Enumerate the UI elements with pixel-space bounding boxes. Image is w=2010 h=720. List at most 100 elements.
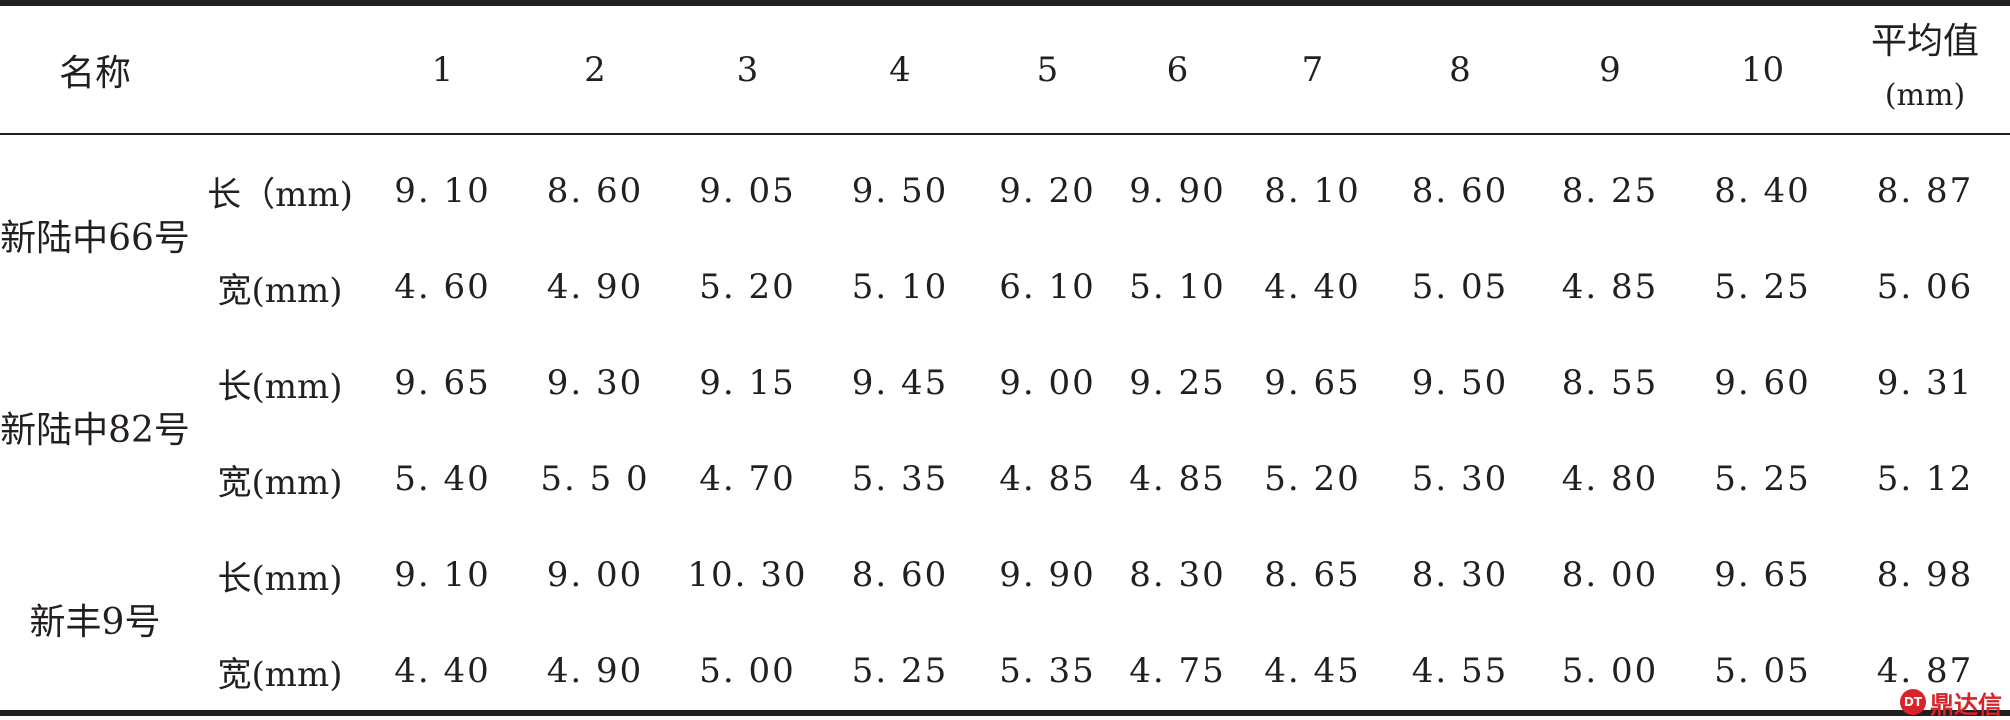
value-cell: 8. 55 [1561, 363, 1659, 403]
header-column-7: 7 [1301, 49, 1324, 90]
value-cell: 8. 40 [1714, 171, 1811, 211]
value-cell: 10. 30 [687, 555, 808, 595]
value-cell: 8. 60 [851, 555, 949, 595]
header-column-10: 10 [1740, 49, 1785, 90]
value-cell: 5. 00 [699, 651, 796, 691]
value-cell: 9. 10 [394, 171, 491, 211]
header-average-label: 平均值 [1870, 21, 1979, 62]
header-name-cell: 名称 [58, 52, 131, 94]
header-average-unit: (mm) [1884, 78, 1966, 113]
dimension-label: 宽(mm) [217, 462, 343, 503]
value-cell: 4. 90 [546, 651, 644, 691]
value-cell: 9. 65 [1264, 363, 1361, 403]
value-cell: 5. 20 [699, 267, 796, 307]
value-cell: 9. 10 [394, 555, 491, 595]
value-cell: 4. 55 [1411, 651, 1509, 691]
value-cell: 4. 80 [1561, 459, 1659, 499]
watermark-logo-icon: DT [1900, 689, 1926, 715]
average-cell: 5. 06 [1876, 267, 1974, 307]
value-cell: 9. 25 [1129, 363, 1226, 403]
value-cell: 6. 10 [999, 267, 1096, 307]
value-cell: 9. 00 [999, 363, 1096, 403]
average-cell: 8. 98 [1876, 555, 1974, 595]
value-cell: 9. 20 [999, 171, 1096, 211]
value-cell: 5. 25 [851, 651, 949, 691]
value-cell: 5. 40 [394, 459, 491, 499]
value-cell: 5. 05 [1714, 651, 1811, 691]
value-cell: 4. 45 [1264, 651, 1361, 691]
header-dimension-cell [190, 6, 370, 133]
value-cell: 9. 50 [1411, 363, 1509, 403]
value-cell: 4. 85 [1129, 459, 1226, 499]
value-cell: 8. 00 [1561, 555, 1659, 595]
value-cell: 5. 05 [1411, 267, 1509, 307]
table-row: 宽(mm) 5. 40 5. 5 0 4. 70 5. 35 4. 85 4. … [0, 431, 2010, 527]
average-cell: 9. 31 [1876, 363, 1974, 403]
header-column-8: 8 [1449, 49, 1471, 90]
value-cell: 4. 90 [546, 267, 644, 307]
value-cell: 9. 90 [999, 555, 1096, 595]
header-rule [0, 133, 2010, 135]
value-cell: 8. 65 [1264, 555, 1361, 595]
dimension-label: 长（mm) [207, 174, 353, 215]
value-cell: 4. 60 [394, 267, 491, 307]
value-cell: 4. 75 [1129, 651, 1226, 691]
average-cell: 8. 87 [1876, 171, 1974, 211]
table-row: 新丰9号 长(mm) 9. 10 9. 00 10. 30 8. 60 9. 9… [0, 527, 2010, 643]
value-cell: 5. 35 [851, 459, 949, 499]
value-cell: 4. 85 [1561, 267, 1659, 307]
table-row: 宽(mm) 4. 60 4. 90 5. 20 5. 10 6. 10 5. 1… [0, 239, 2010, 335]
average-cell: 4. 87 [1876, 651, 1974, 691]
value-cell: 8. 60 [546, 171, 644, 211]
value-cell: 5. 25 [1714, 267, 1811, 307]
value-cell: 4. 85 [999, 459, 1096, 499]
dimension-label: 长(mm) [217, 366, 343, 407]
value-cell: 8. 30 [1411, 555, 1509, 595]
variety-name-cell: 新陆中66号 [0, 218, 190, 259]
value-cell: 8. 25 [1561, 171, 1659, 211]
header-column-6: 6 [1166, 49, 1189, 90]
table-row: 新陆中66号 长（mm) 9. 10 8. 60 9. 05 9. 50 9. … [0, 135, 2010, 259]
header-column-1: 1 [431, 49, 454, 90]
value-cell: 9. 00 [546, 555, 644, 595]
value-cell: 8. 60 [1411, 171, 1509, 211]
header-column-4: 4 [889, 49, 911, 90]
header-column-3: 3 [736, 49, 759, 90]
value-cell: 5. 35 [999, 651, 1096, 691]
value-cell: 4. 40 [394, 651, 491, 691]
header-average-cell: 平均值 (mm) [1840, 6, 2010, 133]
value-cell: 9. 15 [699, 363, 796, 403]
value-cell: 9. 05 [699, 171, 796, 211]
value-cell: 9. 90 [1129, 171, 1226, 211]
value-cell: 9. 65 [1714, 555, 1811, 595]
table-row: 新陆中82号 长(mm) 9. 65 9. 30 9. 15 9. 45 9. … [0, 335, 2010, 451]
watermark-text: 鼎达信 [1930, 690, 2002, 719]
value-cell: 8. 30 [1129, 555, 1226, 595]
variety-name-cell: 新陆中82号 [0, 410, 190, 451]
value-cell: 9. 65 [394, 363, 491, 403]
table-row: 宽(mm) 4. 40 4. 90 5. 00 5. 25 5. 35 4. 7… [0, 623, 2010, 719]
dimension-label: 宽(mm) [217, 654, 343, 695]
seed-dimension-table: 名称 1 2 3 4 5 6 7 8 9 10 平均值 (mm) 新陆中66号 … [0, 6, 2010, 719]
value-cell: 4. 40 [1264, 267, 1361, 307]
value-cell: 5. 20 [1264, 459, 1361, 499]
dimension-label: 长(mm) [217, 558, 343, 599]
value-cell: 4. 70 [699, 459, 796, 499]
average-cell: 5. 12 [1876, 459, 1974, 499]
bottom-rule [0, 710, 2010, 716]
variety-name-cell: 新丰9号 [29, 602, 161, 643]
value-cell: 5. 10 [851, 267, 949, 307]
watermark-logo: DT 鼎达信 [1900, 684, 2002, 720]
top-rule [0, 0, 2010, 6]
header-column-5: 5 [1036, 49, 1059, 90]
value-cell: 5. 00 [1561, 651, 1659, 691]
value-cell: 5. 10 [1129, 267, 1226, 307]
value-cell: 9. 60 [1714, 363, 1811, 403]
value-cell: 8. 10 [1264, 171, 1361, 211]
header-column-2: 2 [584, 49, 606, 90]
value-cell: 5. 25 [1714, 459, 1811, 499]
dimension-label: 宽(mm) [217, 270, 343, 311]
header-column-9: 9 [1599, 49, 1621, 90]
header-row: 名称 1 2 3 4 5 6 7 8 9 10 平均值 (mm) [0, 6, 2010, 133]
